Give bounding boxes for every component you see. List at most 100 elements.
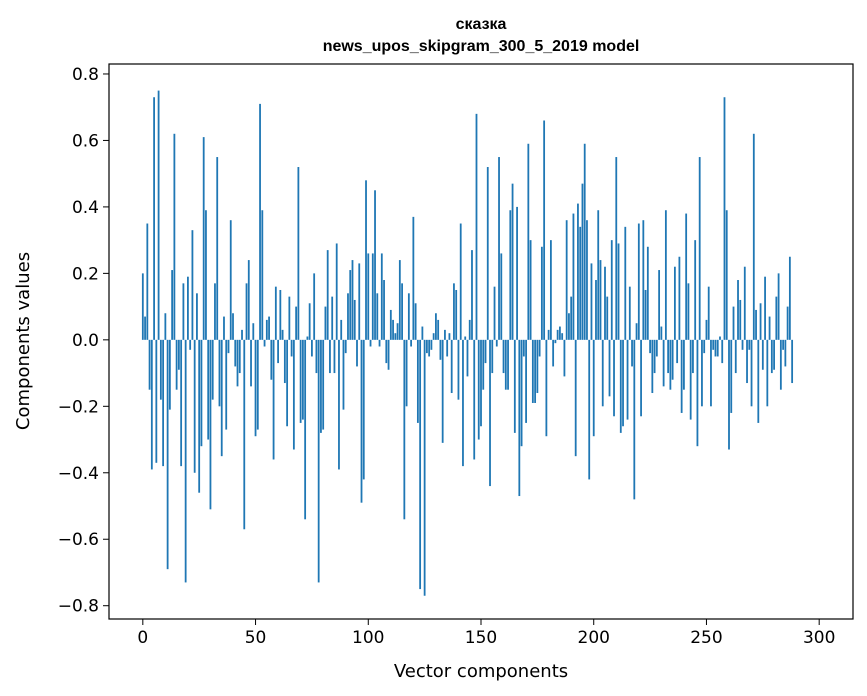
bar [671,339,674,380]
bar [317,339,320,583]
bar [168,339,171,410]
bar [396,323,399,340]
bar [617,243,620,340]
bar [268,316,270,340]
bar [522,339,525,357]
bar [270,339,273,380]
bar [162,339,165,467]
bar [428,339,431,357]
bar [549,240,552,340]
y-tick-label: −0.8 [58,597,99,617]
bar [635,323,638,340]
bar [398,260,401,340]
bar [527,143,530,340]
bar [286,339,289,427]
bar [414,303,417,340]
bar [583,143,586,340]
bar [416,339,419,423]
bar [423,339,426,596]
bar [444,329,446,340]
bar [664,210,667,340]
x-tick-label: 250 [690,628,722,648]
plot-frame [108,63,854,620]
bar [405,339,408,407]
bar [356,339,358,367]
bar [342,339,345,410]
bar [202,137,205,340]
bar [281,329,284,340]
y-tick-label: 0.6 [72,131,99,151]
bar [207,339,210,440]
bar [453,283,455,340]
bar [730,339,733,413]
bar [292,339,295,450]
bar [637,223,640,340]
bar [392,319,394,340]
bar [633,339,636,500]
bar [347,293,349,340]
bar [448,333,451,340]
bar [678,256,681,340]
bar [205,210,207,340]
bar [351,260,354,340]
bar [295,306,298,340]
bar [673,266,676,340]
bar [306,336,309,340]
bar [536,339,539,394]
bar [705,319,708,340]
bar [148,339,151,390]
bar [534,339,537,403]
bar [608,339,611,397]
bar [701,339,703,407]
bar [610,240,613,340]
bar [455,289,458,340]
bar [601,339,604,407]
bar [556,329,559,340]
bar [274,286,277,340]
bar [407,293,410,340]
bar [775,296,778,340]
bar [712,339,715,350]
bar [734,339,737,374]
bar [157,90,160,340]
bar [218,339,221,407]
bar [660,326,663,340]
bar [592,339,595,437]
bar [155,339,158,463]
bar [232,313,234,340]
bar [529,240,532,340]
bar [279,289,282,340]
bar [615,157,618,340]
bar [184,339,187,583]
bar [586,220,588,340]
bar [259,103,261,340]
bar [324,306,327,340]
bar [209,339,212,510]
bar [430,339,433,350]
bar [338,339,340,470]
bar [367,253,370,340]
bar [655,339,658,357]
bar [513,339,516,433]
bar [680,339,683,413]
bar [624,226,627,340]
bar [495,339,498,347]
bar [716,339,719,357]
x-tick-label: 100 [352,628,384,648]
bar [473,339,476,460]
bar [277,339,279,364]
bar [498,157,500,340]
y-tick-label: −0.6 [58,530,99,550]
bar [507,339,509,390]
bar [180,339,183,467]
bar [755,309,757,340]
bar [579,226,582,340]
bar [297,167,300,340]
bar [628,286,631,340]
bar [788,256,791,340]
bar [493,286,496,340]
bar [421,326,424,340]
bar [333,339,336,374]
bar [577,203,579,340]
